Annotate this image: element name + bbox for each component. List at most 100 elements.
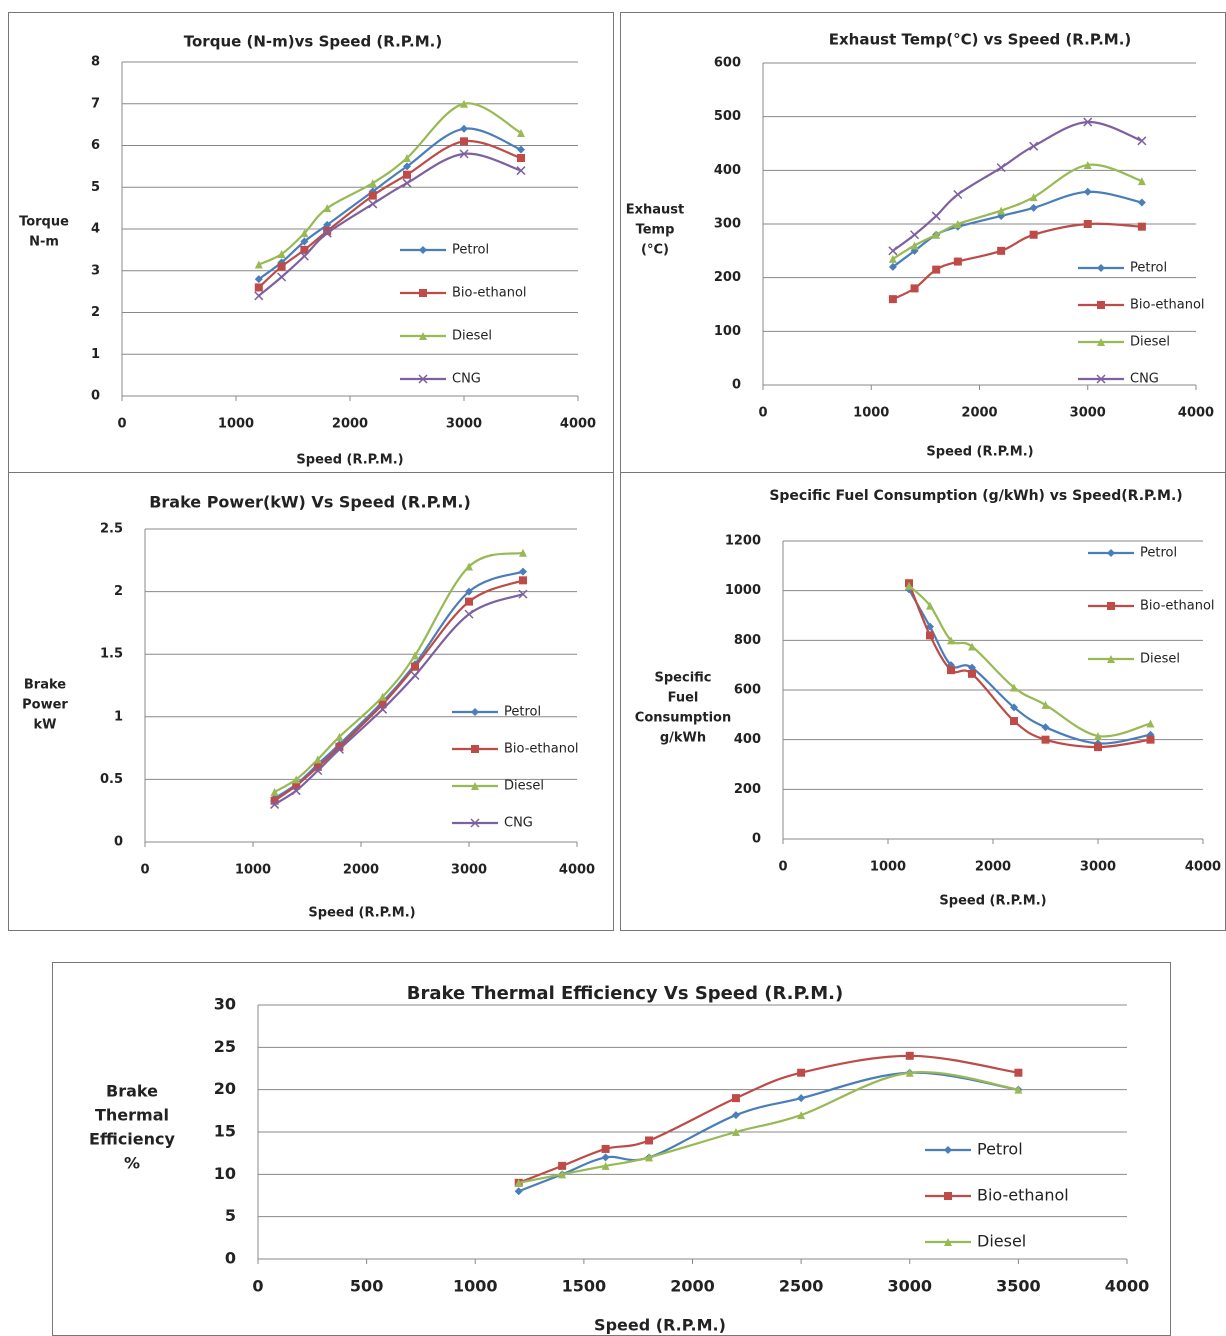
point	[1041, 700, 1050, 709]
series-line	[892, 120, 1143, 252]
point	[403, 170, 411, 179]
x-tick-label: 2000	[343, 863, 379, 878]
point	[459, 149, 469, 159]
y-axis-label: %	[124, 1154, 140, 1173]
point	[1137, 198, 1146, 207]
point	[905, 581, 913, 590]
y-axis-label: Power	[22, 698, 68, 713]
point	[601, 1144, 610, 1153]
point	[1094, 743, 1102, 752]
series-line	[892, 163, 1143, 260]
x-tick-label: 2000	[670, 1277, 715, 1296]
point	[996, 163, 1006, 173]
point	[953, 189, 963, 200]
point	[1029, 141, 1039, 151]
y-tick-label: 200	[714, 270, 741, 285]
x-tick-label: 1500	[562, 1277, 607, 1296]
point	[1010, 703, 1018, 712]
point	[1029, 193, 1038, 202]
panel-border	[8, 12, 614, 473]
point	[378, 704, 388, 714]
y-axis-label: Brake	[106, 1082, 158, 1101]
y-axis-label: Specific	[655, 671, 712, 686]
legend-marker	[1107, 549, 1115, 557]
x-tick-label: 0	[252, 1277, 263, 1296]
point	[465, 562, 473, 571]
y-axis-label: (°C)	[641, 243, 669, 258]
x-tick-label: 1000	[235, 863, 271, 878]
y-tick-label: 300	[714, 217, 741, 232]
y-tick-label: 1.5	[100, 647, 123, 662]
point	[460, 124, 468, 133]
point	[932, 265, 941, 274]
x-tick-label: 1000	[870, 860, 906, 875]
x-tick-label: 3000	[446, 417, 482, 432]
point	[1083, 117, 1093, 127]
point	[645, 1153, 654, 1162]
x-tick-label: 0	[140, 863, 149, 878]
legend-marker	[944, 1238, 952, 1246]
point	[514, 1187, 523, 1196]
point	[601, 1153, 610, 1162]
x-axis-label: Speed (R.P.M.)	[939, 894, 1046, 909]
x-tick-label: 1000	[853, 406, 889, 421]
point	[888, 246, 898, 256]
x-tick-label: 0	[758, 406, 767, 421]
legend-marker	[1097, 264, 1105, 272]
legend-marker	[1097, 338, 1105, 346]
point	[905, 1068, 914, 1077]
chart-panel: Exhaust Temp(°C) vs Speed (R.P.M.) Speed …	[620, 12, 1226, 473]
legend-label: Diesel	[1130, 335, 1170, 350]
series-line	[274, 551, 524, 793]
legend-marker	[1097, 301, 1105, 309]
point	[947, 666, 955, 675]
point	[1146, 719, 1155, 728]
legend-marker	[418, 374, 428, 384]
point	[270, 796, 279, 805]
y-tick-label: 100	[714, 324, 741, 339]
y-tick-label: 400	[714, 163, 741, 178]
point	[601, 1161, 610, 1170]
legend-label: Bio-ethanol	[1140, 599, 1215, 614]
y-tick-label: 6	[91, 138, 100, 153]
y-axis-label: Exhaust	[626, 203, 685, 218]
y-tick-label: 0.5	[100, 772, 123, 787]
point	[1083, 220, 1092, 228]
legend-label: Diesel	[504, 779, 544, 794]
x-tick-label: 4000	[1178, 406, 1214, 421]
legend-marker	[419, 246, 427, 254]
x-tick-label: 3000	[887, 1277, 932, 1296]
point	[517, 154, 525, 163]
point	[1146, 735, 1155, 744]
point	[460, 99, 468, 108]
point	[368, 199, 378, 209]
point	[1137, 177, 1146, 186]
point	[968, 669, 976, 678]
point	[1029, 203, 1038, 212]
point	[731, 1128, 740, 1136]
x-tick-label: 1000	[453, 1277, 498, 1296]
point	[300, 245, 309, 254]
y-tick-label: 0	[91, 389, 100, 404]
x-tick-label: 3500	[996, 1277, 1041, 1296]
x-tick-label: 2000	[961, 406, 997, 421]
point	[300, 237, 309, 246]
y-tick-label: 600	[734, 683, 761, 698]
point	[518, 589, 528, 599]
point	[254, 260, 263, 269]
point	[465, 597, 473, 606]
y-tick-label: 0	[732, 378, 741, 393]
y-axis-label: Brake	[24, 678, 66, 693]
point	[888, 254, 897, 263]
legend-label: CNG	[1130, 372, 1159, 387]
point	[334, 744, 344, 754]
legend-label: Diesel	[452, 329, 492, 344]
point	[313, 762, 322, 771]
point	[888, 262, 897, 271]
x-tick-label: 3000	[1070, 406, 1106, 421]
x-tick-label: 0	[117, 417, 126, 432]
y-axis-label: kW	[34, 718, 57, 733]
point	[926, 601, 934, 610]
point	[402, 178, 412, 188]
point	[517, 145, 525, 154]
